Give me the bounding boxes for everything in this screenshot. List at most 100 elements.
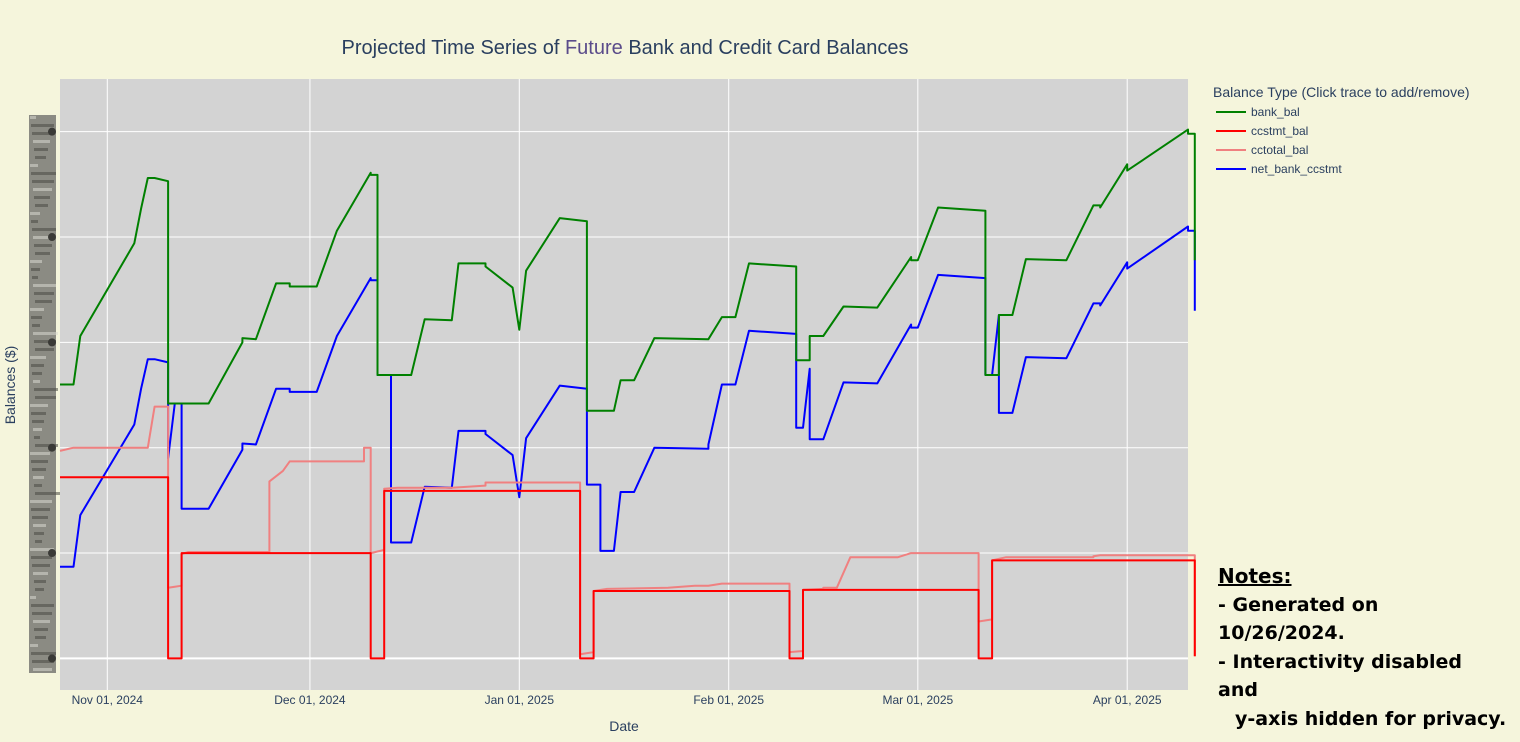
y-axis-mask-noise xyxy=(33,284,56,287)
y-axis-mask-noise xyxy=(32,324,40,327)
y-axis-mask-noise xyxy=(30,356,46,359)
y-axis-mask-noise xyxy=(32,276,38,279)
y-tick-blob xyxy=(48,549,56,558)
y-axis-mask-noise xyxy=(33,572,48,575)
y-axis-mask-noise xyxy=(30,116,36,119)
legend: Balance Type (Click trace to add/remove)… xyxy=(1213,84,1470,176)
y-axis-mask-noise xyxy=(35,300,52,303)
legend-label: net_bank_ccstmt xyxy=(1251,162,1342,176)
y-axis-mask-noise xyxy=(31,412,46,415)
chart-title-part-3: Bank and Credit Card Balances xyxy=(623,37,909,59)
y-axis-mask-noise xyxy=(34,484,42,487)
y-axis-mask-noise xyxy=(32,132,52,135)
y-axis-mask-noise xyxy=(30,452,50,455)
y-axis-mask-noise xyxy=(31,172,56,175)
y-axis-mask-noise xyxy=(34,292,54,295)
x-tick-label: Feb 01, 2025 xyxy=(693,693,764,707)
plot-area xyxy=(59,79,1196,690)
y-axis-mask-noise xyxy=(35,492,60,495)
y-axis-mask-noise xyxy=(30,404,48,407)
y-axis-mask-noise xyxy=(32,660,54,663)
y-axis-mask-noise xyxy=(34,580,46,583)
y-axis-mask-noise xyxy=(34,148,48,151)
y-axis-mask-noise xyxy=(34,628,48,631)
chart-title-highlight: Future xyxy=(565,37,623,59)
series-line-net_bank_ccstmt xyxy=(60,225,1196,568)
y-axis-mask-noise xyxy=(34,532,44,535)
y-tick-blob xyxy=(48,654,56,663)
notes-line: y-axis hidden for privacy. xyxy=(1235,707,1507,730)
y-axis-mask-noise xyxy=(35,444,58,447)
notes-line: - Interactivity disabled and xyxy=(1218,650,1462,702)
y-axis-mask-noise xyxy=(32,180,54,183)
y-axis-mask-noise xyxy=(32,468,46,471)
y-axis-mask-noise xyxy=(30,596,36,599)
notes-heading: Notes: xyxy=(1218,564,1292,588)
y-axis-mask-noise xyxy=(35,156,46,159)
y-axis-mask-noise xyxy=(35,252,50,255)
y-axis-mask-noise xyxy=(33,476,44,479)
y-axis-mask-noise xyxy=(35,396,56,399)
y-axis-mask-noise xyxy=(35,204,48,207)
y-tick-blob xyxy=(48,127,56,136)
y-axis-mask-noise xyxy=(31,652,56,655)
y-axis-mask-noise xyxy=(30,548,54,551)
y-axis-mask-noise xyxy=(31,124,54,127)
chart-title: Projected Time Series of Future Bank and… xyxy=(342,37,909,59)
x-axis-title: Date xyxy=(609,718,639,734)
y-axis-mask-noise xyxy=(34,436,40,439)
y-axis-mask-noise xyxy=(33,236,54,239)
y-axis-mask-noise xyxy=(33,188,52,191)
notes-line: - Generated on 10/26/2024. xyxy=(1218,593,1379,645)
legend-item-ccstmt_bal[interactable]: ccstmt_bal xyxy=(1216,124,1308,138)
y-axis-mask-noise xyxy=(31,556,52,559)
y-tick-blob xyxy=(48,233,56,242)
legend-item-bank_bal[interactable]: bank_bal xyxy=(1216,105,1300,119)
y-axis-mask-noise xyxy=(35,540,42,543)
y-axis-mask-noise xyxy=(33,620,50,623)
y-axis-mask-noise xyxy=(31,364,44,367)
y-axis-mask-noise xyxy=(33,524,46,527)
y-tick-blob xyxy=(48,338,56,347)
legend-label: bank_bal xyxy=(1251,105,1300,119)
legend-label: ccstmt_bal xyxy=(1251,124,1308,138)
y-axis-mask-noise xyxy=(32,372,42,375)
y-tick-blob xyxy=(48,443,56,452)
y-axis-mask-noise xyxy=(30,644,38,647)
y-axis-mask-noise xyxy=(32,228,56,231)
chart-title-part-1: Projected Time Series of xyxy=(342,37,565,59)
y-axis-mask-noise xyxy=(32,564,50,567)
x-tick-label: Apr 01, 2025 xyxy=(1093,693,1162,707)
y-axis-mask-noise xyxy=(32,612,52,615)
x-tick-label: Dec 01, 2024 xyxy=(274,693,346,707)
y-axis-mask-noise xyxy=(33,332,58,335)
y-axis-title: Balances ($) xyxy=(2,346,18,425)
y-axis-mask-noise xyxy=(33,428,42,431)
y-axis-mask-noise xyxy=(30,212,40,215)
legend-item-cctotal_bal[interactable]: cctotal_bal xyxy=(1216,143,1308,157)
y-axis-mask-noise xyxy=(30,308,44,311)
y-axis-mask-noise xyxy=(30,500,52,503)
y-axis-mask-noise xyxy=(32,516,48,519)
y-axis-mask-noise xyxy=(34,244,52,247)
x-tick-label: Mar 01, 2025 xyxy=(882,693,953,707)
x-axis-ticks: Nov 01, 2024 Dec 01, 2024 Jan 01, 2025 Feb … xyxy=(72,693,1162,707)
y-axis-mask-noise xyxy=(33,668,52,671)
y-axis-mask-noise xyxy=(34,388,58,391)
y-axis-mask-noise xyxy=(30,260,42,263)
x-tick-label: Jan 01, 2025 xyxy=(485,693,555,707)
y-axis-mask-noise xyxy=(33,380,40,383)
y-axis-mask-noise xyxy=(34,340,56,343)
notes-box: Notes: - Generated on 10/26/2024. - Inte… xyxy=(1218,562,1508,733)
y-axis-mask-noise xyxy=(34,196,50,199)
y-axis-mask-noise xyxy=(31,268,40,271)
legend-items: bank_bal ccstmt_bal cctotal_bal net_bank_cc… xyxy=(1216,105,1342,176)
y-axis-mask-noise xyxy=(35,348,54,351)
y-axis-mask-noise xyxy=(31,508,50,511)
legend-label: cctotal_bal xyxy=(1251,143,1308,157)
y-axis-privacy-mask xyxy=(29,115,60,673)
y-axis-mask-noise xyxy=(31,220,38,223)
series-line-ccstmt_bal xyxy=(60,476,1196,660)
legend-item-net_bank_ccstmt[interactable]: net_bank_ccstmt xyxy=(1216,162,1342,176)
